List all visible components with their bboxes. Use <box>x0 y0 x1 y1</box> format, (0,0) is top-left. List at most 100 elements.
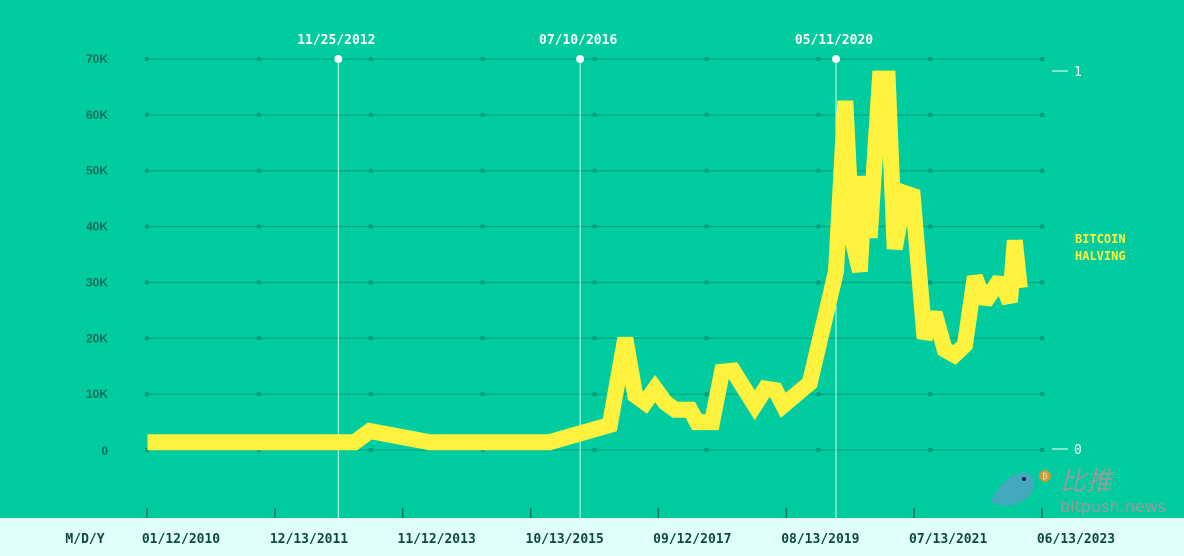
svg-text:₿: ₿ <box>1042 472 1048 481</box>
grid-dot <box>480 224 485 229</box>
grid-dot <box>592 224 597 229</box>
grid-dot <box>480 392 485 397</box>
grid-dot <box>928 392 933 397</box>
x-tick-label: 09/12/2017 <box>653 532 731 547</box>
grid-dot <box>480 57 485 61</box>
halving-label: 05/11/2020 <box>795 33 873 48</box>
x-tick-label: 10/13/2015 <box>526 532 604 547</box>
grid-dot <box>145 224 149 229</box>
y-axis: 0 10K 20K 30K 40K 50K 60K 70K <box>86 52 108 458</box>
halving-markers: 11/25/2012 07/10/2016 05/11/2020 <box>297 33 873 518</box>
grid-dot <box>1040 392 1045 397</box>
y-tick-label: 30K <box>86 275 108 289</box>
grid-dot <box>256 280 261 285</box>
x-tick-label: 06/13/2023 <box>1037 532 1115 547</box>
grid-dot <box>368 57 373 61</box>
bird-bitcoin-icon: ₿ <box>990 470 1051 506</box>
halving-dot <box>576 55 585 63</box>
watermark-site: bitpush.news <box>1060 497 1166 516</box>
grid-dot <box>816 280 821 285</box>
grid-dot <box>928 224 933 229</box>
grid-dot <box>704 392 709 397</box>
legend-bitcoin-halving: BITCOIN HALVING <box>1075 232 1126 263</box>
gridlines <box>145 57 1045 452</box>
grid-dot <box>145 448 149 452</box>
grid-dot <box>368 448 373 452</box>
grid-dot <box>816 57 821 61</box>
grid-dot <box>816 392 821 397</box>
grid-dot <box>704 112 709 117</box>
halving-dot <box>334 55 343 63</box>
grid-dot <box>1040 280 1045 285</box>
grid-dot <box>368 168 373 173</box>
grid-dot <box>1040 336 1045 341</box>
x-tick-label: 12/13/2011 <box>270 532 348 547</box>
y-tick-label: 0 <box>101 444 108 458</box>
grid-dot <box>704 168 709 173</box>
grid-dot <box>145 168 149 173</box>
y-tick-label: 10K <box>86 387 108 401</box>
grid-dot <box>256 392 261 397</box>
grid-dot <box>368 224 373 229</box>
halving-label: 07/10/2016 <box>539 33 617 48</box>
legend-word: BITCOIN <box>1075 232 1126 246</box>
grid-dot <box>816 168 821 173</box>
grid-dot <box>1040 168 1045 173</box>
halving-label: 11/25/2012 <box>297 33 375 48</box>
grid-dot <box>145 392 149 397</box>
grid-dot <box>928 280 933 285</box>
grid-dot <box>816 224 821 229</box>
right-tick-0: 0 <box>1074 443 1082 458</box>
grid-dot <box>480 336 485 341</box>
grid-dot <box>704 57 709 61</box>
x-tick-label: 07/13/2021 <box>909 532 987 547</box>
grid-dot <box>592 336 597 341</box>
y-tick-label: 60K <box>86 108 108 122</box>
watermark: ₿ 比推 bitpush.news <box>990 467 1166 516</box>
grid-dot <box>816 448 821 452</box>
halving-dot <box>831 55 840 63</box>
grid-dot <box>704 448 709 452</box>
grid-dot <box>592 280 597 285</box>
x-tick-label: 11/12/2013 <box>398 532 476 547</box>
x-axis: M/D/Y 01/12/2010 12/13/2011 11/12/2013 10/1… <box>65 508 1115 547</box>
grid-dot <box>704 224 709 229</box>
grid-dot <box>1040 224 1045 229</box>
grid-dot <box>928 448 933 452</box>
grid-dot <box>704 280 709 285</box>
grid-dot <box>145 112 149 117</box>
grid-dot <box>928 112 933 117</box>
x-tick-label: 08/13/2019 <box>781 532 859 547</box>
grid-dot <box>592 168 597 173</box>
grid-dot <box>368 280 373 285</box>
grid-dot <box>145 280 149 285</box>
watermark-logo: 比推 <box>1060 467 1115 497</box>
price-line <box>147 70 1028 451</box>
legend-word: HALVING <box>1075 249 1126 263</box>
right-axis: 1 0 BITCOIN HALVING <box>1052 65 1126 458</box>
grid-dot <box>256 336 261 341</box>
grid-dot <box>256 168 261 173</box>
grid-dot <box>368 336 373 341</box>
grid-dot <box>928 168 933 173</box>
grid-dot <box>368 392 373 397</box>
grid-dot <box>704 336 709 341</box>
grid-dot <box>145 57 149 61</box>
y-tick-label: 70K <box>86 52 108 66</box>
grid-dot <box>480 280 485 285</box>
x-axis-band <box>0 518 1184 556</box>
grid-dot <box>145 336 149 341</box>
right-tick-1: 1 <box>1074 65 1082 80</box>
y-tick-label: 40K <box>86 220 108 234</box>
grid-dot <box>928 57 933 61</box>
grid-dot <box>256 224 261 229</box>
grid-dot <box>1040 448 1045 452</box>
grid-dot <box>592 57 597 61</box>
grid-dot <box>256 57 261 61</box>
grid-dot <box>592 448 597 452</box>
grid-dot <box>592 112 597 117</box>
y-tick-label: 20K <box>86 331 108 345</box>
grid-dot <box>368 112 373 117</box>
grid-dot <box>1040 112 1045 117</box>
